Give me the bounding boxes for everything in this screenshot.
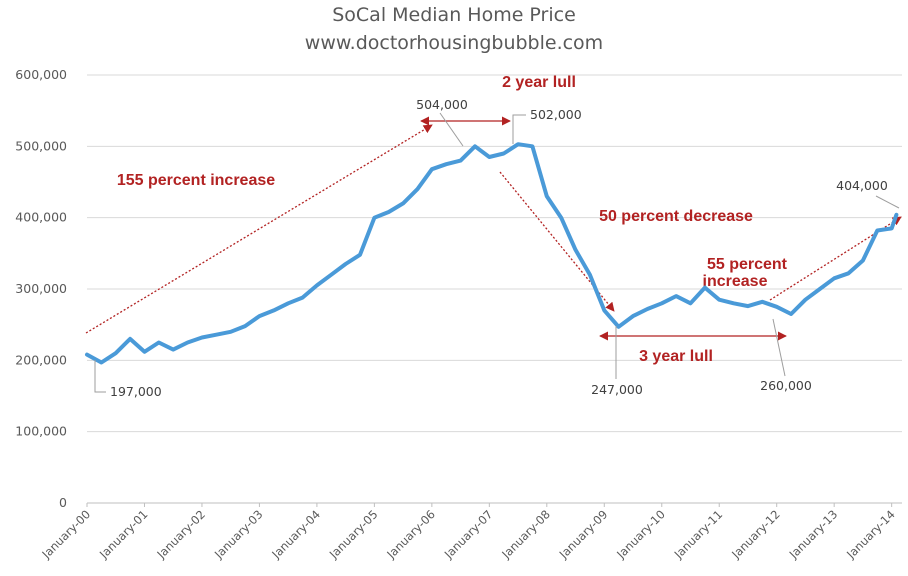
y-axis-ticks: 0 100,000 200,000 300,000 400,000 500,000 600,…: [15, 67, 67, 510]
y-tick-label: 400,000: [15, 210, 67, 225]
series-line: [85, 142, 899, 365]
chart-title: SoCal Median Home Price: [332, 4, 576, 26]
callout-label: 404,000: [836, 178, 888, 193]
x-tick-label: January-01: [96, 507, 151, 562]
x-tick-label: January-02: [153, 507, 208, 562]
x-tick-label: January-13: [786, 507, 841, 562]
y-tick-label: 500,000: [15, 138, 67, 153]
x-tick-label: January-08: [498, 507, 553, 562]
callout-label: 502,000: [530, 107, 582, 122]
x-tick-label: January-07: [441, 507, 496, 562]
x-tick-label: January-10: [613, 507, 668, 562]
x-tick-label: January-06: [383, 507, 438, 562]
callout-leader: [772, 318, 786, 377]
chart-subtitle: www.doctorhousingbubble.com: [305, 32, 603, 54]
callout-leader: [512, 114, 526, 144]
callouts: 197,000 504,000 502,000 247,000 260,000 404,0…: [94, 97, 900, 399]
y-tick-label: 0: [59, 495, 67, 510]
x-tick-label: January-12: [728, 507, 783, 562]
annotation-text: 3 year lull: [639, 348, 713, 365]
callout-label: 247,000: [591, 382, 643, 397]
x-tick-label: January-03: [211, 507, 266, 562]
x-tick-label: January-00: [39, 507, 94, 562]
callout-label: 504,000: [416, 97, 468, 112]
y-tick-label: 600,000: [15, 67, 67, 82]
gridlines: [87, 74, 902, 504]
callout-leader: [875, 195, 900, 209]
annotation-arrow: [85, 124, 433, 334]
annotations: 155 percent increase 2 year lull 50 percen…: [85, 74, 902, 365]
x-tick-label: January-09: [556, 507, 611, 562]
series-layer: [85, 142, 899, 365]
annotation-text: 55 percent: [707, 256, 788, 273]
annotation-text: 2 year lull: [502, 74, 576, 91]
x-tick-label: January-14: [843, 507, 898, 562]
x-tick-label: January-05: [326, 507, 381, 562]
y-tick-label: 200,000: [15, 352, 67, 367]
y-tick-label: 300,000: [15, 281, 67, 296]
y-tick-label: 100,000: [15, 424, 67, 439]
x-tick-label: January-04: [268, 507, 323, 562]
x-axis-ticks: January-00 January-01 January-02 January-03…: [39, 503, 898, 562]
callout-label: 197,000: [110, 384, 162, 399]
annotation-text: 50 percent decrease: [599, 208, 753, 225]
callout-leader: [439, 112, 464, 147]
x-tick-label: January-11: [671, 507, 726, 562]
annotation-text: 155 percent increase: [117, 172, 275, 189]
annotation-text: increase: [703, 273, 768, 290]
callout-label: 260,000: [760, 378, 812, 393]
callout-leader: [94, 360, 106, 393]
